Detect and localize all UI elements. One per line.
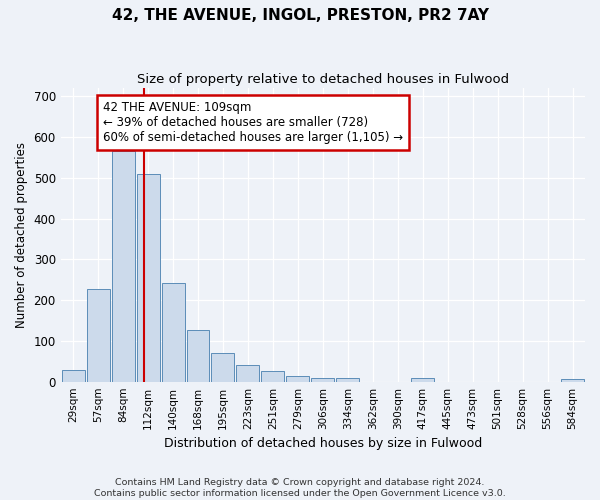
Text: 42 THE AVENUE: 109sqm
← 39% of detached houses are smaller (728)
60% of semi-det: 42 THE AVENUE: 109sqm ← 39% of detached … xyxy=(103,102,403,144)
Bar xyxy=(286,376,310,382)
Bar xyxy=(86,288,110,382)
X-axis label: Distribution of detached houses by size in Fulwood: Distribution of detached houses by size … xyxy=(164,437,482,450)
Bar xyxy=(161,283,185,382)
Y-axis label: Number of detached properties: Number of detached properties xyxy=(15,142,28,328)
Title: Size of property relative to detached houses in Fulwood: Size of property relative to detached ho… xyxy=(137,72,509,86)
Text: 42, THE AVENUE, INGOL, PRESTON, PR2 7AY: 42, THE AVENUE, INGOL, PRESTON, PR2 7AY xyxy=(112,8,488,22)
Bar xyxy=(112,152,134,382)
Text: Contains HM Land Registry data © Crown copyright and database right 2024.
Contai: Contains HM Land Registry data © Crown c… xyxy=(94,478,506,498)
Bar xyxy=(62,370,85,382)
Bar xyxy=(211,353,235,382)
Bar xyxy=(262,370,284,382)
Bar xyxy=(411,378,434,382)
Bar xyxy=(236,364,259,382)
Bar xyxy=(561,379,584,382)
Bar xyxy=(137,174,160,382)
Bar xyxy=(187,330,209,382)
Bar xyxy=(311,378,334,382)
Bar xyxy=(337,378,359,382)
